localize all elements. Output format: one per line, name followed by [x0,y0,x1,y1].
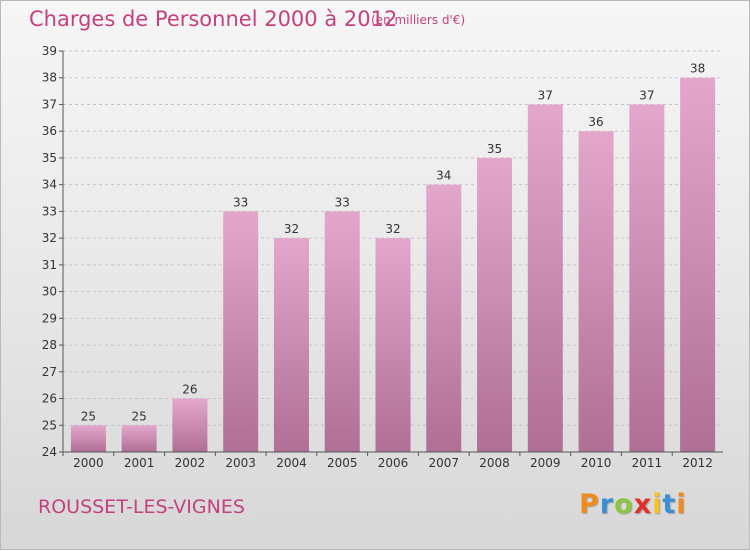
y-tick-label: 29 [42,311,57,325]
bar [426,184,462,452]
logo-letter: i [652,489,663,520]
y-tick-label: 31 [42,258,57,272]
y-tick-label: 33 [42,204,57,218]
x-tick-label: 2003 [225,456,256,470]
bar-value-label: 38 [690,62,705,76]
x-tick-label: 2005 [327,456,358,470]
bar-value-label: 32 [385,222,400,236]
bar [273,238,309,452]
value-labels: 25 25 26 33 32 33 32 34 35 37 36 37 38 [81,62,706,424]
bar-value-label: 33 [233,195,248,209]
x-tick-label: 2009 [530,456,561,470]
x-tick-label: 2004 [276,456,307,470]
bar [527,104,563,452]
logo-letter: P [579,489,600,520]
y-tick-label: 25 [42,418,57,432]
y-tick-label: 39 [42,44,57,58]
y-axis-ticks: 24 25 26 27 28 29 30 31 32 33 34 35 36 37 38 39 [42,44,63,459]
bar-value-label: 36 [588,115,603,129]
bar-value-label: 37 [639,88,654,102]
bar-value-label: 25 [81,409,96,423]
x-tick-label: 2007 [428,456,459,470]
y-tick-label: 38 [42,71,57,85]
bar-value-label: 37 [538,88,553,102]
bar [324,211,360,452]
y-tick-label: 27 [42,365,57,379]
y-tick-label: 30 [42,285,57,299]
bar-value-label: 32 [284,222,299,236]
y-tick-label: 37 [42,97,57,111]
bar [578,131,614,452]
logo-letter: r [599,489,615,520]
chart-title: Charges de Personnel 2000 à 2012 [29,7,398,31]
logo-letter: t [662,489,677,520]
bar [121,425,157,452]
bar [629,104,665,452]
y-tick-label: 26 [42,392,57,406]
bar [375,238,411,452]
x-tick-label: 2010 [581,456,612,470]
x-tick-label: 2008 [479,456,510,470]
x-axis-ticks: 2000 2001 2002 2003 2004 2005 2006 2007 2008 2009… [62,452,713,470]
x-tick-label: 2001 [124,456,155,470]
bar-value-label: 33 [335,195,350,209]
bar [223,211,259,452]
y-tick-label: 35 [42,151,57,165]
x-tick-label: 2011 [632,456,663,470]
x-tick-label: 2000 [73,456,104,470]
x-tick-label: 2002 [175,456,206,470]
location-name: ROUSSET-LES-VIGNES [38,496,245,518]
bar [172,398,208,452]
y-tick-label: 28 [42,338,57,352]
bar [680,77,716,452]
bar [477,157,513,452]
bar-value-label: 25 [132,409,147,423]
bar-value-label: 26 [182,383,197,397]
x-tick-label: 2012 [682,456,713,470]
y-tick-label: 36 [42,124,57,138]
x-tick-label: 2006 [378,456,409,470]
y-tick-label: 34 [42,178,57,192]
logo-letter: o [614,489,634,520]
axes [62,51,723,453]
logo-letter: i [676,489,687,520]
proxiti-logo: Proxiti [579,489,687,520]
y-tick-label: 32 [42,231,57,245]
chart-subtitle: (en milliers d'€) [371,13,466,27]
logo-letter: x [633,489,653,520]
bar-value-label: 34 [436,169,451,183]
bar-value-label: 35 [487,142,502,156]
bar [70,425,106,452]
bars [70,77,716,452]
y-tick-label: 24 [42,445,57,459]
